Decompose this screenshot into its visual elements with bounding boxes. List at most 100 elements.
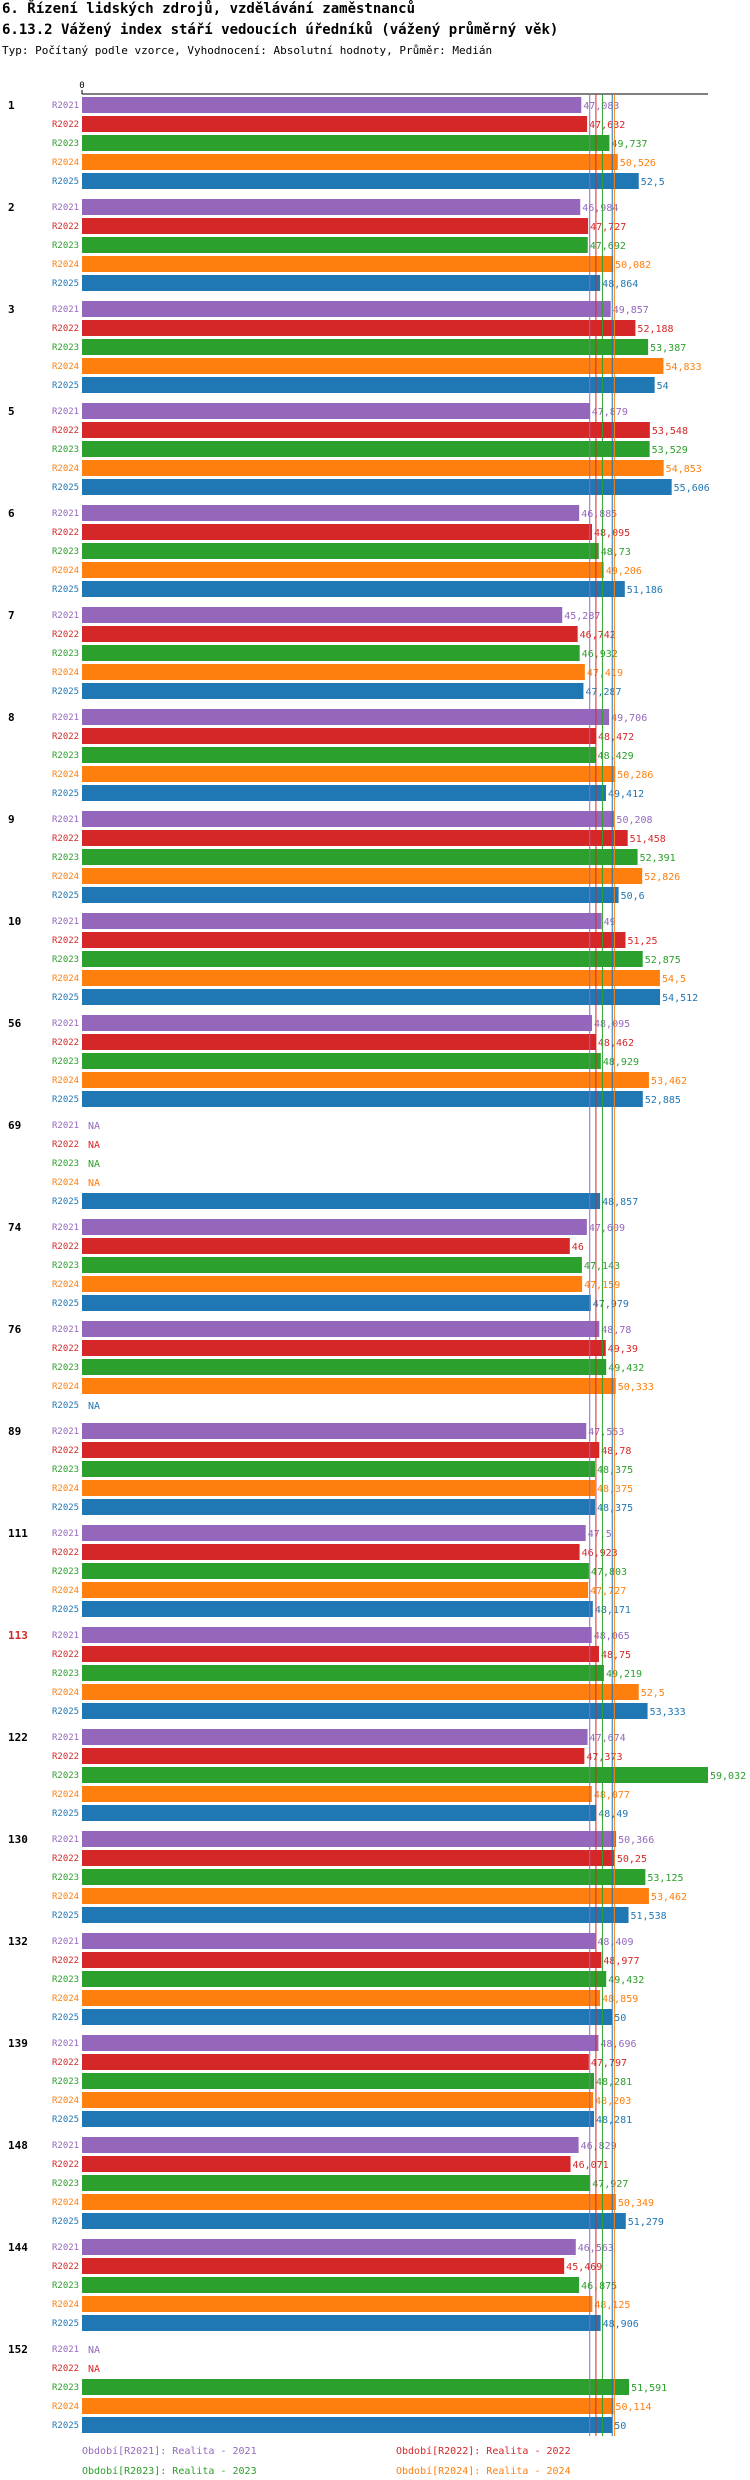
value-label: 46,829 [581, 2141, 617, 2152]
bar-9-R2022 [82, 830, 628, 846]
series-label: R2024 [52, 1280, 79, 1290]
value-label: 52,188 [637, 324, 673, 335]
value-label: 49,706 [611, 713, 647, 724]
value-label: 49,412 [608, 789, 644, 800]
series-label: R2022 [52, 2160, 79, 2170]
group-label-2: 2 [8, 201, 15, 214]
value-label: 46,885 [581, 509, 617, 520]
value-label: 46,742 [580, 630, 616, 641]
na-label: NA [88, 1121, 100, 1132]
group-label-56: 56 [8, 1017, 22, 1030]
bar-74-R2025 [82, 1295, 591, 1311]
value-label: 51,186 [627, 585, 663, 596]
value-label: 53,548 [652, 426, 688, 437]
bar-130-R2023 [82, 1869, 646, 1885]
value-label: 53,125 [647, 1873, 683, 1884]
value-label: 48,859 [602, 1994, 638, 2005]
value-label: 47,287 [585, 687, 621, 698]
group-label-148: 148 [8, 2139, 28, 2152]
series-label: R2021 [52, 203, 79, 213]
value-label: 50 [614, 2421, 626, 2432]
bar-132-R2021 [82, 1933, 596, 1949]
bar-69-R2025 [82, 1193, 601, 1209]
series-label: R2023 [52, 751, 79, 761]
value-label: 49,219 [606, 1669, 642, 1680]
series-label: R2022 [52, 2364, 79, 2374]
bar-2-R2022 [82, 218, 589, 234]
value-label: 49 [604, 917, 616, 928]
value-label: 47,373 [586, 1752, 622, 1763]
value-label: 46 [572, 1242, 584, 1253]
series-label: R2023 [52, 1465, 79, 1475]
series-label: R2023 [52, 1873, 79, 1883]
bar-132-R2023 [82, 1971, 607, 1987]
series-label: R2022 [52, 1956, 79, 1966]
bar-10-R2025 [82, 989, 661, 1005]
series-label: R2025 [52, 1197, 79, 1207]
bar-111-R2023 [82, 1563, 589, 1579]
series-label: R2021 [52, 2039, 79, 2049]
series-label: R2025 [52, 1503, 79, 1513]
group-label-144: 144 [8, 2241, 28, 2254]
value-label: 49,432 [608, 1363, 644, 1374]
series-label: R2025 [52, 687, 79, 697]
bar-130-R2025 [82, 1907, 629, 1923]
bar-122-R2022 [82, 1748, 585, 1764]
value-label: 47,674 [590, 1733, 626, 1744]
bar-3-R2021 [82, 301, 611, 317]
bar-132-R2024 [82, 1990, 601, 2006]
bar-152-R2025 [82, 2417, 613, 2433]
value-label: 51,591 [631, 2383, 667, 2394]
bar-111-R2025 [82, 1601, 593, 1617]
series-label: R2023 [52, 853, 79, 863]
series-label: R2025 [52, 585, 79, 595]
series-label: R2025 [52, 993, 79, 1003]
series-label: R2022 [52, 528, 79, 538]
bar-3-R2024 [82, 358, 664, 374]
value-label: 49,857 [613, 305, 649, 316]
group-label-3: 3 [8, 303, 15, 316]
series-label: R2024 [52, 1892, 79, 1902]
bar-148-R2022 [82, 2156, 571, 2172]
legend-item-R2022: Období[R2022]: Realita - 2022 [396, 2445, 571, 2457]
bar-6-R2024 [82, 562, 604, 578]
value-label: 51,279 [628, 2217, 664, 2228]
bar-122-R2023 [82, 1767, 708, 1783]
bar-1-R2024 [82, 154, 618, 170]
value-label: 48,73 [601, 547, 631, 558]
bar-148-R2025 [82, 2213, 626, 2229]
bar-89-R2022 [82, 1442, 600, 1458]
value-label: 50,526 [620, 158, 656, 169]
legend-item-R2023: Období[R2023]: Realita - 2023 [82, 2465, 257, 2477]
series-label: R2025 [52, 891, 79, 901]
series-label: R2021 [52, 1019, 79, 1029]
bar-7-R2023 [82, 645, 580, 661]
series-label: R2021 [52, 917, 79, 927]
value-label: 48,375 [597, 1465, 633, 1476]
series-label: R2024 [52, 362, 79, 372]
bar-8-R2025 [82, 785, 606, 801]
bar-74-R2024 [82, 1276, 583, 1292]
series-label: R2021 [52, 713, 79, 723]
bar-2-R2023 [82, 237, 588, 253]
section-title: 6. Řízení lidských zdrojů, vzdělávání za… [2, 1, 416, 17]
value-label: 53,387 [650, 343, 686, 354]
series-label: R2022 [52, 630, 79, 640]
value-label: 48,78 [601, 1446, 631, 1457]
series-label: R2023 [52, 649, 79, 659]
value-label: 47,727 [590, 222, 626, 233]
series-label: R2023 [52, 547, 79, 557]
series-label: R2025 [52, 1707, 79, 1717]
value-label: 47,803 [591, 1567, 627, 1578]
bar-74-R2021 [82, 1219, 587, 1235]
bar-113-R2024 [82, 1684, 639, 1700]
bar-7-R2022 [82, 626, 578, 642]
series-label: R2024 [52, 1790, 79, 1800]
series-label: R2024 [52, 770, 79, 780]
bar-56-R2025 [82, 1091, 643, 1107]
value-label: 47,632 [589, 120, 625, 131]
series-label: R2023 [52, 1159, 79, 1169]
na-label: NA [88, 2345, 100, 2356]
series-label: R2023 [52, 1057, 79, 1067]
